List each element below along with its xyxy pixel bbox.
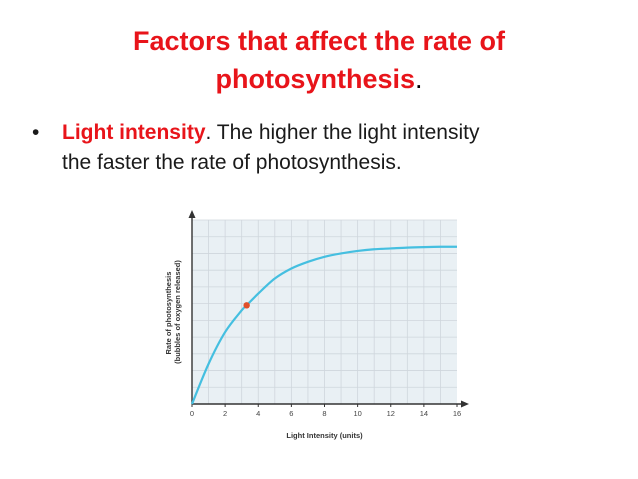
y-axis-label-line1: Rate of photosynthesis [164, 272, 173, 355]
series-line [190, 245, 458, 405]
slide-title-line1: Factors that affect the rate of [132, 26, 506, 56]
x-tick-label: 16 [453, 409, 461, 418]
bullet-term-period: . [205, 121, 212, 144]
bullet-text-line1: The higher the light intensity [211, 121, 480, 144]
highlight-point [243, 302, 250, 309]
x-tick-label: 14 [420, 409, 428, 418]
y-axis-label-line2: (bubbles of oxygen released) [173, 260, 182, 364]
chart-axes [188, 210, 469, 408]
x-tick-label: 12 [387, 409, 395, 418]
bullet-point: • Light intensity. The higher the light … [32, 118, 612, 178]
slide-title-line2: photosynthesis [215, 64, 415, 94]
x-tick-label: 10 [353, 409, 361, 418]
x-ticks: 0 2 4 6 8 10 12 14 16 [190, 404, 461, 418]
x-axis-label: Light Intensity (units) [286, 431, 363, 440]
bullet-text: Light intensity. The higher the light in… [62, 118, 612, 178]
x-tick-label: 8 [322, 409, 326, 418]
x-tick-label: 0 [190, 409, 194, 418]
x-tick-label: 2 [223, 409, 227, 418]
x-tick-label: 6 [289, 409, 293, 418]
y-axis-label: Rate of photosynthesis (bubbles of oxyge… [164, 260, 182, 364]
x-axis-arrow [461, 400, 469, 408]
bullet-mark: • [32, 121, 40, 144]
bullet-term: Light intensity [62, 121, 206, 144]
y-axis-arrow [188, 210, 196, 218]
slide-title-period: . [415, 64, 423, 94]
x-tick-label: 4 [256, 409, 260, 418]
bullet-text-line2: the faster the rate of photosynthesis. [62, 151, 402, 174]
slide-title: Factors that affect the rate of photosyn… [0, 22, 638, 98]
